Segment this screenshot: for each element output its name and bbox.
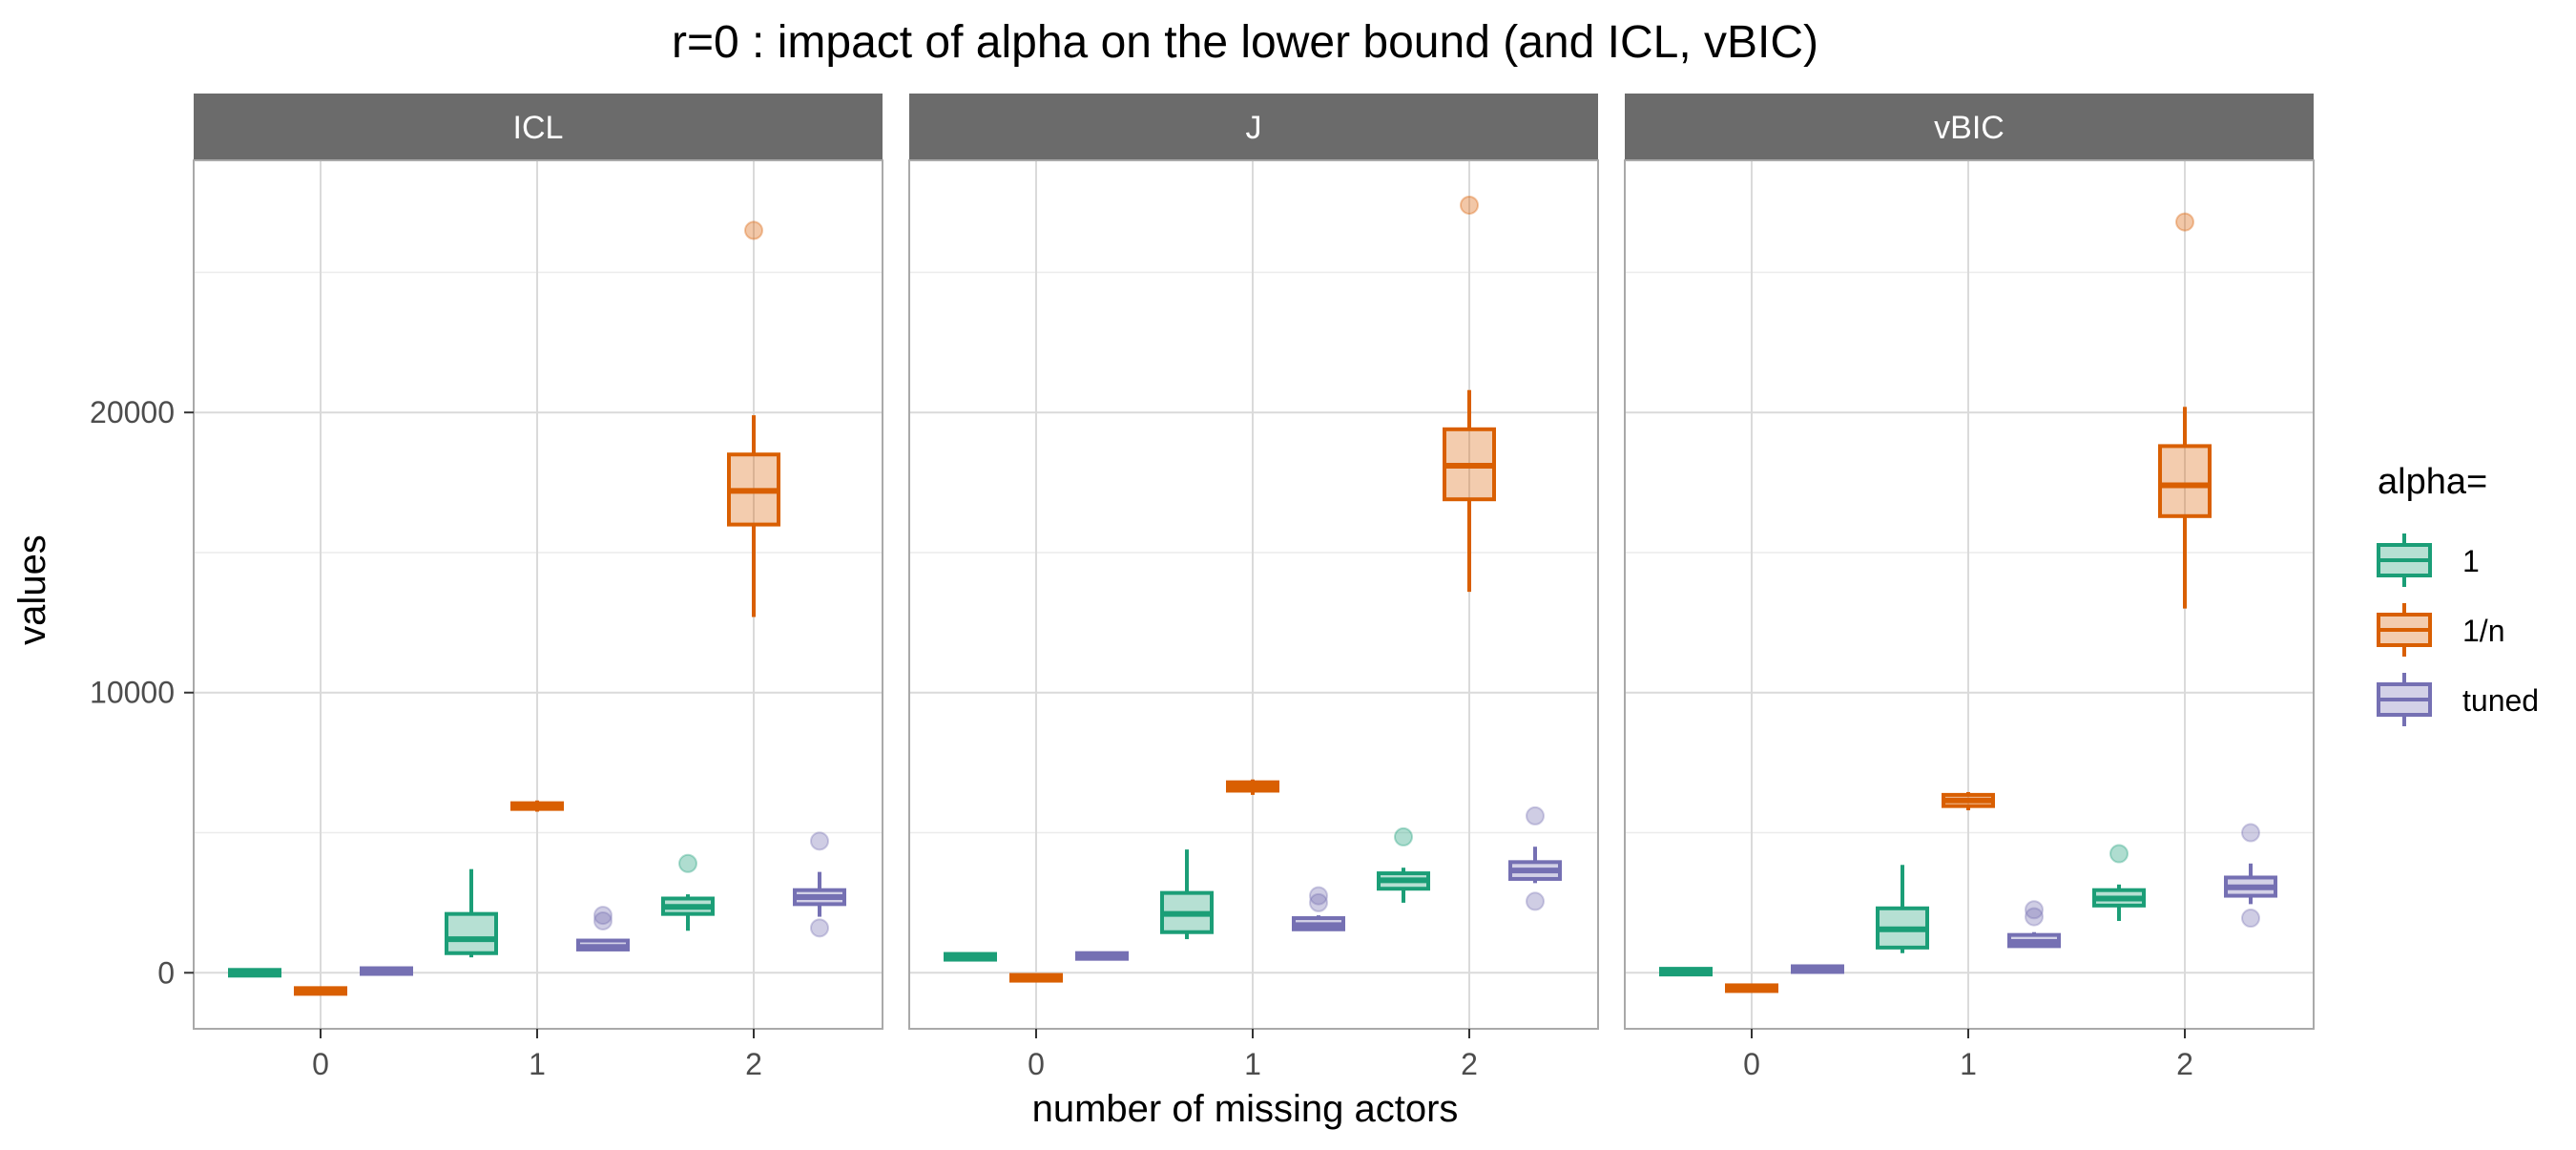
box-1-x0 (944, 951, 997, 962)
box-1-n-x0 (1009, 972, 1063, 983)
facet-panel-vbic: vBIC 0 1 2 (1624, 94, 2315, 1081)
legend: 1 1/n tuned (2377, 533, 2539, 726)
outlier-point (2241, 823, 2260, 843)
box-body (445, 911, 498, 955)
x-tick-label: 2 (1461, 1047, 1478, 1081)
box-tuned-x0 (1075, 951, 1129, 961)
box-1-x2 (661, 853, 715, 931)
box-1-n-x2 (1443, 195, 1496, 593)
legend-title: alpha= (2378, 462, 2487, 502)
legend-item-1: 1 (2377, 533, 2480, 587)
y-tick-label: 20000 (90, 395, 175, 429)
facet-strip-label: J (1246, 110, 1262, 146)
box-1-x2 (2092, 844, 2146, 921)
box-tuned-x0 (360, 966, 413, 976)
x-tick-label: 1 (1960, 1047, 1977, 1081)
facet-strip (1625, 94, 2314, 160)
facet-strip (909, 94, 1598, 160)
x-tick-label: 2 (745, 1047, 762, 1081)
x-tick-label: 0 (1028, 1047, 1045, 1081)
box-tuned-x2 (1508, 805, 1562, 911)
legend-label: tuned (2462, 683, 2539, 718)
x-axis-label: number of missing actors (1032, 1088, 1459, 1130)
x-tick-label: 2 (2176, 1047, 2193, 1081)
outlier-point (593, 910, 613, 930)
box-1-n-x2 (727, 220, 780, 617)
box-1-x0 (1659, 967, 1713, 977)
box-1-n-x1 (510, 800, 564, 812)
outlier-point (1460, 195, 1479, 215)
x-tick-label: 0 (312, 1047, 329, 1081)
box-tuned-x1 (2007, 900, 2061, 949)
y-tick-label: 0 (157, 955, 175, 990)
y-axis-label: values (11, 534, 53, 645)
legend-label: 1/n (2462, 614, 2504, 648)
outlier-point (1526, 805, 1545, 826)
outlier-point (1526, 891, 1545, 911)
facet-panels: ICL 0 1 2 J 0 1 2 vBIC 0 1 2 0 10000 20000 (90, 94, 2315, 1081)
facet-strip (194, 94, 883, 160)
outlier-point (2025, 900, 2044, 920)
x-tick-label: 1 (529, 1047, 546, 1081)
legend-item-tuned: tuned (2377, 673, 2539, 726)
outlier-point (678, 853, 697, 873)
chart-title: r=0 : impact of alpha on the lower bound… (672, 17, 1818, 68)
box-1-n-x0 (294, 986, 347, 996)
facet-panel-j: J 0 1 2 (908, 94, 1599, 1081)
outlier-point (2025, 907, 2044, 927)
box-1-x1 (1160, 849, 1214, 940)
facet-panel-icl: ICL 0 1 2 (193, 94, 883, 1081)
facet-strip-label: vBIC (1934, 110, 2005, 146)
box-tuned-x2 (793, 831, 846, 938)
box-1-x2 (1377, 826, 1430, 903)
y-axis: 0 10000 20000 (90, 395, 194, 990)
x-tick-label: 0 (1743, 1047, 1760, 1081)
box-tuned-x2 (2224, 823, 2277, 929)
outlier-point (593, 906, 613, 926)
outlier-point (1394, 826, 1413, 847)
legend-label: 1 (2462, 544, 2480, 578)
outlier-point (810, 918, 829, 938)
y-tick-label: 10000 (90, 676, 175, 710)
box-1-n-x0 (1725, 983, 1778, 993)
facet-strip-label: ICL (513, 110, 564, 146)
x-tick-label: 1 (1244, 1047, 1261, 1081)
box-1-x0 (228, 968, 281, 978)
box-1-n-x2 (2158, 212, 2212, 609)
box-1-n-x1 (1942, 791, 1995, 811)
box-tuned-x1 (1292, 886, 1345, 931)
box-body (2158, 444, 2212, 518)
outlier-point (744, 220, 763, 240)
outlier-point (2175, 212, 2194, 232)
outlier-point (810, 831, 829, 851)
box-1-x1 (1876, 865, 1929, 953)
outlier-point (1309, 886, 1328, 906)
box-tuned-x0 (1791, 964, 1844, 974)
legend-item-1-n: 1/n (2377, 603, 2504, 657)
box-1-n-x1 (1226, 779, 1279, 795)
outlier-point (2109, 844, 2129, 864)
box-1-x1 (445, 868, 498, 958)
box-tuned-x1 (576, 906, 630, 951)
outlier-point (2241, 909, 2260, 929)
outlier-point (1309, 892, 1328, 912)
